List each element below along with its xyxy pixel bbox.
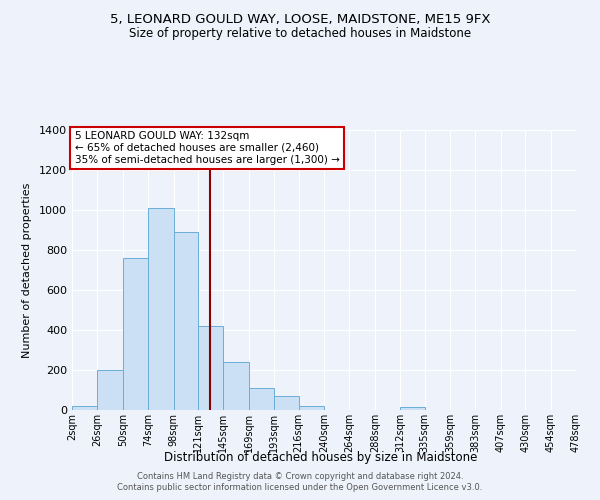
Text: Size of property relative to detached houses in Maidstone: Size of property relative to detached ho… (129, 28, 471, 40)
Bar (72, 406, 97, 410)
Bar (148, 208, 173, 410)
Bar (299, 406, 324, 410)
Bar (223, 362, 249, 410)
Text: Contains public sector information licensed under the Open Government Licence v3: Contains public sector information licen… (118, 484, 482, 492)
Bar (274, 396, 299, 410)
Bar (198, 326, 223, 410)
Bar (97, 370, 123, 410)
Bar (123, 258, 148, 410)
Bar (173, 232, 198, 410)
Text: 5, LEONARD GOULD WAY, LOOSE, MAIDSTONE, ME15 9FX: 5, LEONARD GOULD WAY, LOOSE, MAIDSTONE, … (110, 12, 490, 26)
Text: Contains HM Land Registry data © Crown copyright and database right 2024.: Contains HM Land Registry data © Crown c… (137, 472, 463, 481)
Bar (249, 388, 274, 410)
Y-axis label: Number of detached properties: Number of detached properties (22, 182, 32, 358)
Text: 5 LEONARD GOULD WAY: 132sqm
← 65% of detached houses are smaller (2,460)
35% of : 5 LEONARD GOULD WAY: 132sqm ← 65% of det… (74, 132, 340, 164)
Bar (400, 407, 425, 410)
Text: Distribution of detached houses by size in Maidstone: Distribution of detached houses by size … (164, 451, 478, 464)
